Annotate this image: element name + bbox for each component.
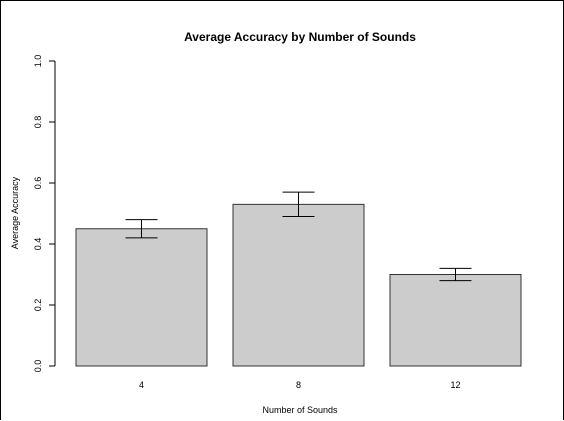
bar [232, 203, 365, 367]
bar [389, 274, 522, 367]
bars [75, 191, 522, 367]
y-tick-label: 0.2 [33, 299, 43, 312]
y-axis: 0.0 0.2 0.4 0.6 0.8 1.0 [33, 55, 56, 373]
y-tick-label: 0.8 [33, 116, 43, 129]
x-tick-label: 12 [450, 380, 460, 390]
chart-title: Average Accuracy by Number of Sounds [184, 30, 416, 44]
x-tick-labels: 4 8 12 [139, 380, 461, 390]
bar [75, 228, 208, 367]
x-axis-label: Number of Sounds [262, 405, 338, 415]
y-tick-label: 0.4 [33, 238, 43, 251]
y-tick-label: 0.0 [33, 360, 43, 373]
y-tick-label: 0.6 [33, 177, 43, 190]
y-axis-label: Average Accuracy [10, 176, 20, 249]
y-tick-label: 1.0 [33, 55, 43, 68]
x-tick-label: 8 [296, 380, 301, 390]
x-tick-label: 4 [139, 380, 144, 390]
